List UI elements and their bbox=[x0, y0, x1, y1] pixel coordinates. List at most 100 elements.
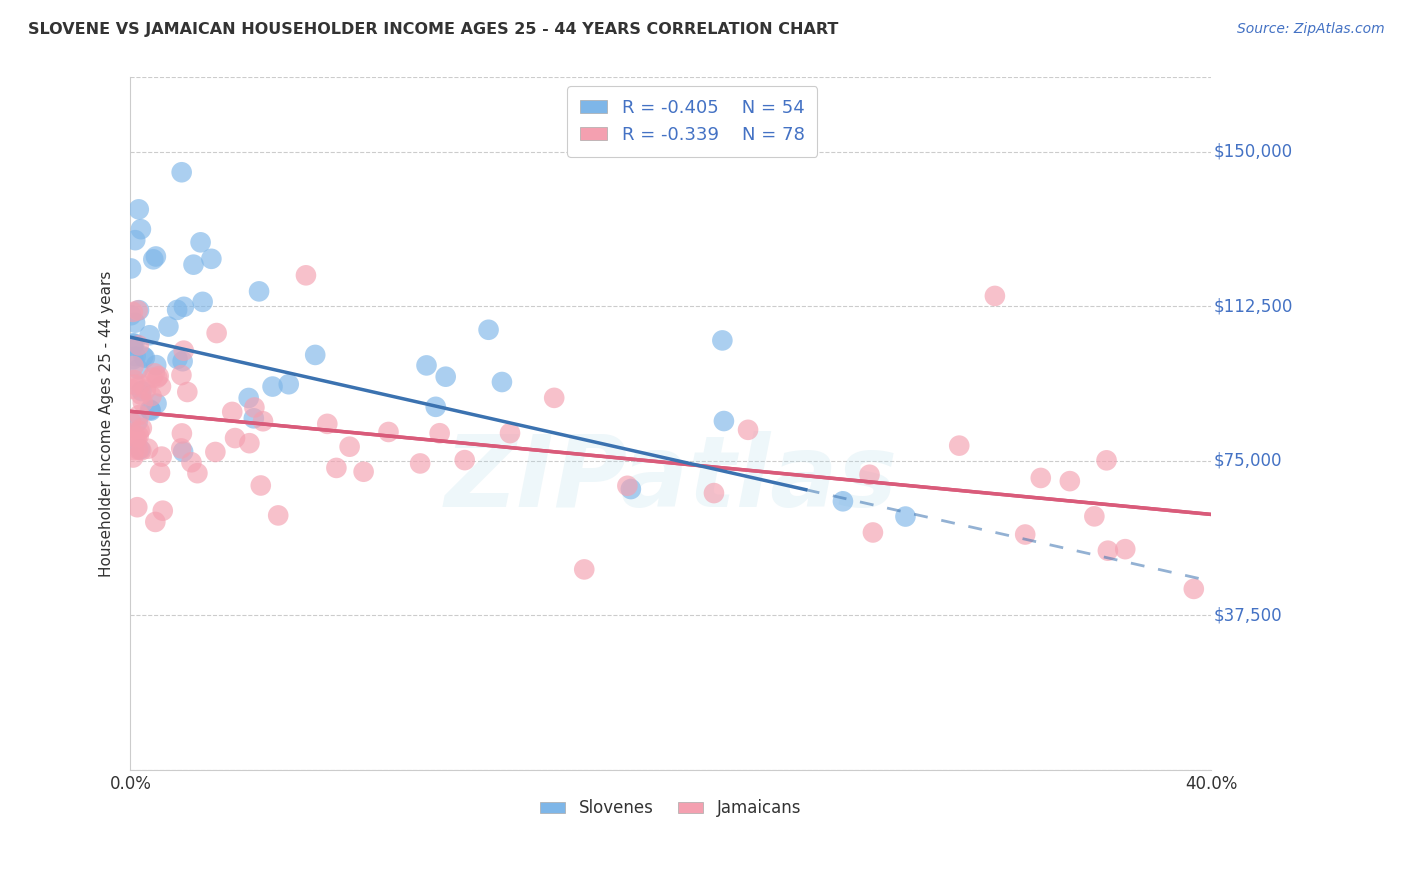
Point bbox=[1182, 582, 1205, 596]
Point bbox=[129, 442, 152, 457]
Point bbox=[122, 443, 145, 458]
Point bbox=[122, 377, 145, 392]
Point bbox=[122, 352, 145, 367]
Point bbox=[125, 431, 148, 445]
Text: $150,000: $150,000 bbox=[1213, 143, 1292, 161]
Text: $37,500: $37,500 bbox=[1213, 607, 1282, 624]
Point bbox=[120, 425, 142, 440]
Point bbox=[124, 373, 146, 387]
Point bbox=[170, 426, 193, 441]
Text: ZIPatlas: ZIPatlas bbox=[444, 431, 897, 528]
Y-axis label: Householder Income Ages 25 - 44 years: Householder Income Ages 25 - 44 years bbox=[100, 270, 114, 577]
Point bbox=[221, 405, 243, 419]
Point bbox=[620, 482, 643, 496]
Point bbox=[121, 336, 143, 351]
Point bbox=[173, 300, 195, 314]
Point bbox=[713, 414, 735, 428]
Point bbox=[238, 391, 260, 405]
Point bbox=[190, 235, 212, 250]
Point bbox=[146, 371, 169, 385]
Text: SLOVENE VS JAMAICAN HOUSEHOLDER INCOME AGES 25 - 44 YEARS CORRELATION CHART: SLOVENE VS JAMAICAN HOUSEHOLDER INCOME A… bbox=[28, 22, 838, 37]
Point bbox=[295, 268, 318, 283]
Point bbox=[149, 379, 172, 393]
Point bbox=[277, 377, 299, 392]
Point bbox=[243, 401, 266, 415]
Point bbox=[1059, 474, 1081, 488]
Point bbox=[1095, 453, 1118, 467]
Point bbox=[1083, 509, 1105, 524]
Point bbox=[134, 351, 156, 365]
Point bbox=[149, 466, 172, 480]
Point bbox=[132, 395, 155, 409]
Point bbox=[409, 457, 432, 471]
Point bbox=[170, 442, 193, 456]
Point bbox=[862, 525, 884, 540]
Point bbox=[124, 316, 146, 330]
Point bbox=[200, 252, 222, 266]
Point bbox=[1097, 543, 1119, 558]
Point bbox=[122, 359, 145, 373]
Point bbox=[224, 431, 246, 445]
Point bbox=[141, 370, 163, 384]
Point bbox=[1114, 542, 1136, 557]
Point bbox=[143, 515, 166, 529]
Point bbox=[247, 285, 270, 299]
Point bbox=[170, 368, 193, 383]
Point bbox=[243, 411, 266, 425]
Point bbox=[249, 478, 271, 492]
Point bbox=[138, 328, 160, 343]
Point bbox=[124, 233, 146, 247]
Point bbox=[127, 362, 149, 376]
Point bbox=[145, 358, 167, 372]
Point bbox=[139, 403, 162, 417]
Point bbox=[129, 377, 152, 392]
Legend: Slovenes, Jamaicans: Slovenes, Jamaicans bbox=[533, 793, 808, 824]
Text: Source: ZipAtlas.com: Source: ZipAtlas.com bbox=[1237, 22, 1385, 37]
Point bbox=[204, 445, 226, 459]
Point bbox=[186, 466, 208, 480]
Point bbox=[191, 294, 214, 309]
Point bbox=[120, 382, 142, 396]
Point bbox=[124, 430, 146, 444]
Point bbox=[142, 252, 165, 267]
Point bbox=[143, 367, 166, 381]
Point bbox=[491, 375, 513, 389]
Point bbox=[711, 334, 734, 348]
Point bbox=[150, 450, 173, 464]
Point bbox=[377, 425, 399, 439]
Point bbox=[948, 439, 970, 453]
Point bbox=[141, 389, 163, 403]
Point bbox=[325, 461, 347, 475]
Point bbox=[120, 261, 142, 276]
Point bbox=[120, 308, 142, 322]
Point bbox=[429, 426, 451, 441]
Point bbox=[127, 303, 149, 318]
Point bbox=[454, 453, 477, 467]
Point bbox=[304, 348, 326, 362]
Point bbox=[128, 408, 150, 422]
Point bbox=[122, 338, 145, 352]
Point bbox=[127, 415, 149, 429]
Point bbox=[148, 369, 170, 384]
Point bbox=[166, 302, 188, 317]
Point bbox=[574, 562, 596, 576]
Point bbox=[180, 455, 202, 469]
Point bbox=[157, 319, 180, 334]
Point bbox=[543, 391, 565, 405]
Point bbox=[205, 326, 228, 340]
Point bbox=[172, 354, 194, 368]
Text: $75,000: $75,000 bbox=[1213, 452, 1282, 470]
Point bbox=[122, 305, 145, 319]
Point bbox=[894, 509, 917, 524]
Point bbox=[262, 379, 284, 393]
Point bbox=[127, 442, 149, 457]
Point bbox=[1014, 527, 1036, 541]
Point bbox=[166, 351, 188, 366]
Point bbox=[832, 494, 855, 508]
Point bbox=[425, 400, 447, 414]
Point bbox=[1029, 471, 1052, 485]
Point bbox=[127, 500, 149, 515]
Point bbox=[353, 465, 375, 479]
Point bbox=[120, 415, 142, 429]
Point bbox=[131, 384, 153, 398]
